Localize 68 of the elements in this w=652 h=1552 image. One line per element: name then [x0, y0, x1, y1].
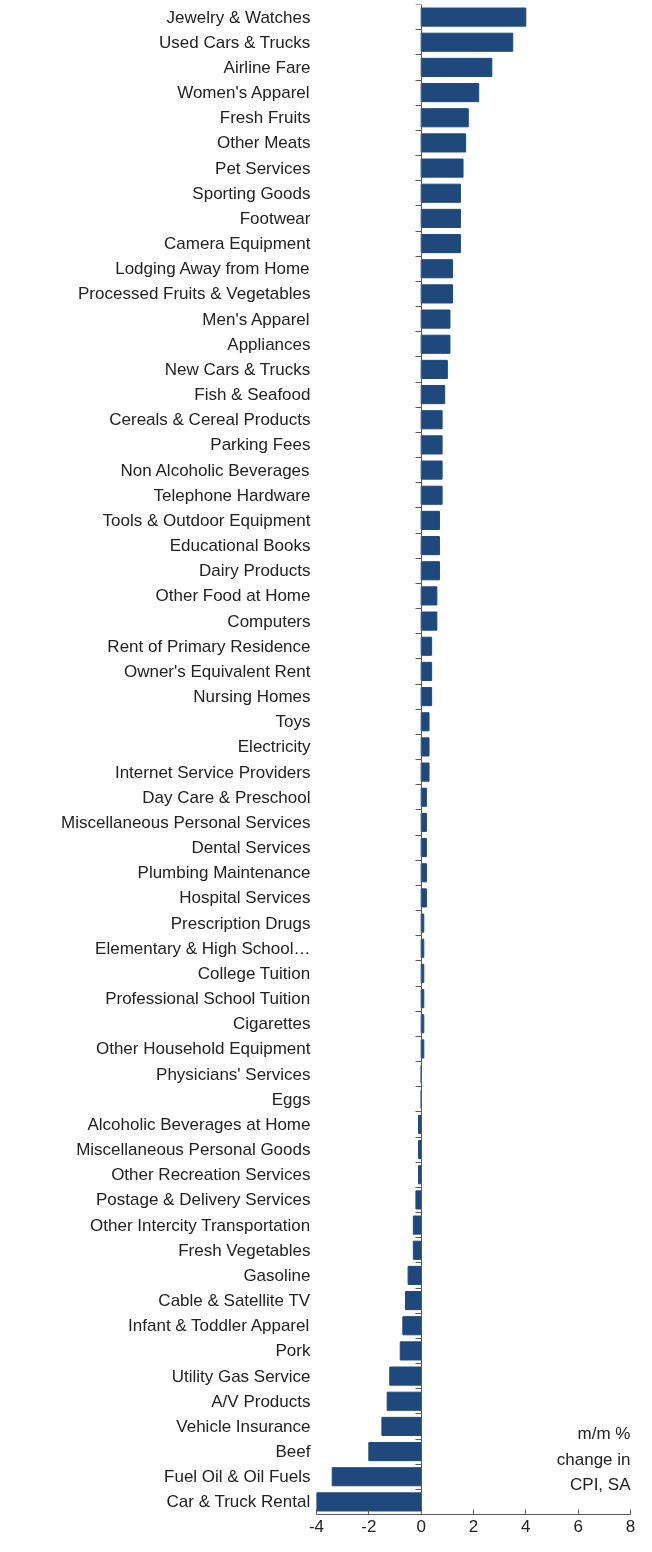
x-tick-label: 6: [573, 1516, 583, 1536]
y-tick-label: College Tuition: [197, 963, 311, 983]
y-tick-label: Men's Apparel: [202, 309, 310, 329]
y-tick-label: Alcoholic Beverages at Home: [87, 1114, 311, 1134]
x-tick-label: 2: [468, 1516, 479, 1536]
y-tick-label: Other Meats: [216, 133, 311, 153]
y-tick-label: Physicians' Services: [156, 1064, 311, 1084]
y-tick-label: Fish & Seafood: [194, 385, 311, 405]
y-tick-label: Appliances: [227, 334, 311, 354]
y-tick-label: Beef: [275, 1442, 311, 1462]
y-tick-label: Cigarettes: [233, 1014, 311, 1034]
y-tick-label: Fresh Vegetables: [178, 1240, 311, 1260]
y-tick-label: Footwear: [239, 208, 311, 228]
y-tick-label: Miscellaneous Personal Goods: [76, 1140, 311, 1160]
y-tick-label: Dairy Products: [199, 561, 311, 581]
y-tick-label: Vehicle Insurance: [176, 1416, 311, 1436]
y-tick-label: Educational Books: [169, 536, 311, 556]
y-tick-label: Computers: [227, 611, 311, 631]
y-tick-label: Internet Service Providers: [114, 762, 311, 782]
y-tick-label: Cable & Satellite TV: [158, 1291, 311, 1311]
y-tick-label: Other Food at Home: [155, 586, 311, 606]
annotation: m/m % change in CPI, SA: [556, 1424, 632, 1495]
y-tick-label: Postage & Delivery Services: [96, 1190, 311, 1210]
y-tick-label: Hospital Services: [179, 888, 311, 908]
y-tick-label: Utility Gas Service: [171, 1366, 311, 1386]
y-tick-label: Professional School Tuition: [105, 989, 311, 1009]
y-tick-label: Prescription Drugs: [170, 913, 311, 933]
y-tick-label: Sporting Goods: [192, 183, 311, 203]
y-tick-label: Women's Apparel: [177, 83, 310, 103]
y-tick-label: Nursing Homes: [193, 687, 311, 707]
x-tick-label: 4: [521, 1516, 531, 1536]
y-tick-label: Other Recreation Services: [111, 1165, 311, 1185]
y-tick-label: Eggs: [271, 1089, 311, 1109]
y-tick-label: Toys: [275, 712, 311, 732]
y-tick-label: Processed Fruits & Vegetables: [78, 284, 311, 304]
y-tick-label: Jewelry & Watches: [166, 7, 311, 27]
x-tick-label: -4: [308, 1516, 325, 1536]
y-tick-label: Dental Services: [191, 838, 311, 858]
y-tick-label: Fresh Fruits: [219, 108, 311, 128]
y-tick-label: Telephone Hardware: [153, 485, 311, 505]
y-tick-label: Pet Services: [215, 158, 311, 178]
y-tick-label: Fuel Oil & Oil Fuels: [164, 1467, 311, 1487]
y-tick-label: Owner's Equivalent Rent: [123, 661, 311, 681]
y-tick-label: Parking Fees: [210, 435, 311, 455]
y-tick-label: Tools & Outdoor Equipment: [102, 510, 311, 530]
y-tick-label: Camera Equipment: [164, 234, 311, 254]
y-tick-label: Other Intercity Transportation: [90, 1215, 311, 1235]
y-tick-label: Used Cars & Trucks: [159, 32, 311, 52]
x-tick-label: 8: [625, 1516, 636, 1536]
y-tick-label: Pork: [275, 1341, 311, 1361]
y-tick-label: Infant & Toddler Apparel: [128, 1316, 310, 1336]
y-tick-label: Elementary & High School…: [95, 938, 311, 958]
y-tick-label: Plumbing Maintenance: [137, 863, 311, 883]
y-tick-label: New Cars & Trucks: [164, 359, 311, 379]
y-tick-label: Electricity: [237, 737, 311, 757]
y-tick-label: A/V Products: [211, 1391, 311, 1411]
x-tick-label: 0: [416, 1516, 426, 1536]
y-tick-label: Car & Truck Rental: [166, 1492, 311, 1512]
y-tick-label: Gasoline: [243, 1265, 311, 1285]
x-tick-label: -2: [361, 1516, 377, 1536]
y-tick-label: Airline Fare: [223, 57, 311, 77]
y-tick-label: Other Household Equipment: [95, 1039, 311, 1059]
y-tick-label: Lodging Away from Home: [115, 259, 310, 279]
y-tick-label: Day Care & Preschool: [142, 787, 311, 807]
y-tick-label: Miscellaneous Personal Services: [61, 812, 311, 832]
y-tick-label: Non Alcoholic Beverages: [120, 460, 310, 480]
y-tick-label: Cereals & Cereal Products: [109, 410, 311, 430]
y-tick-label: Rent of Primary Residence: [107, 636, 311, 656]
